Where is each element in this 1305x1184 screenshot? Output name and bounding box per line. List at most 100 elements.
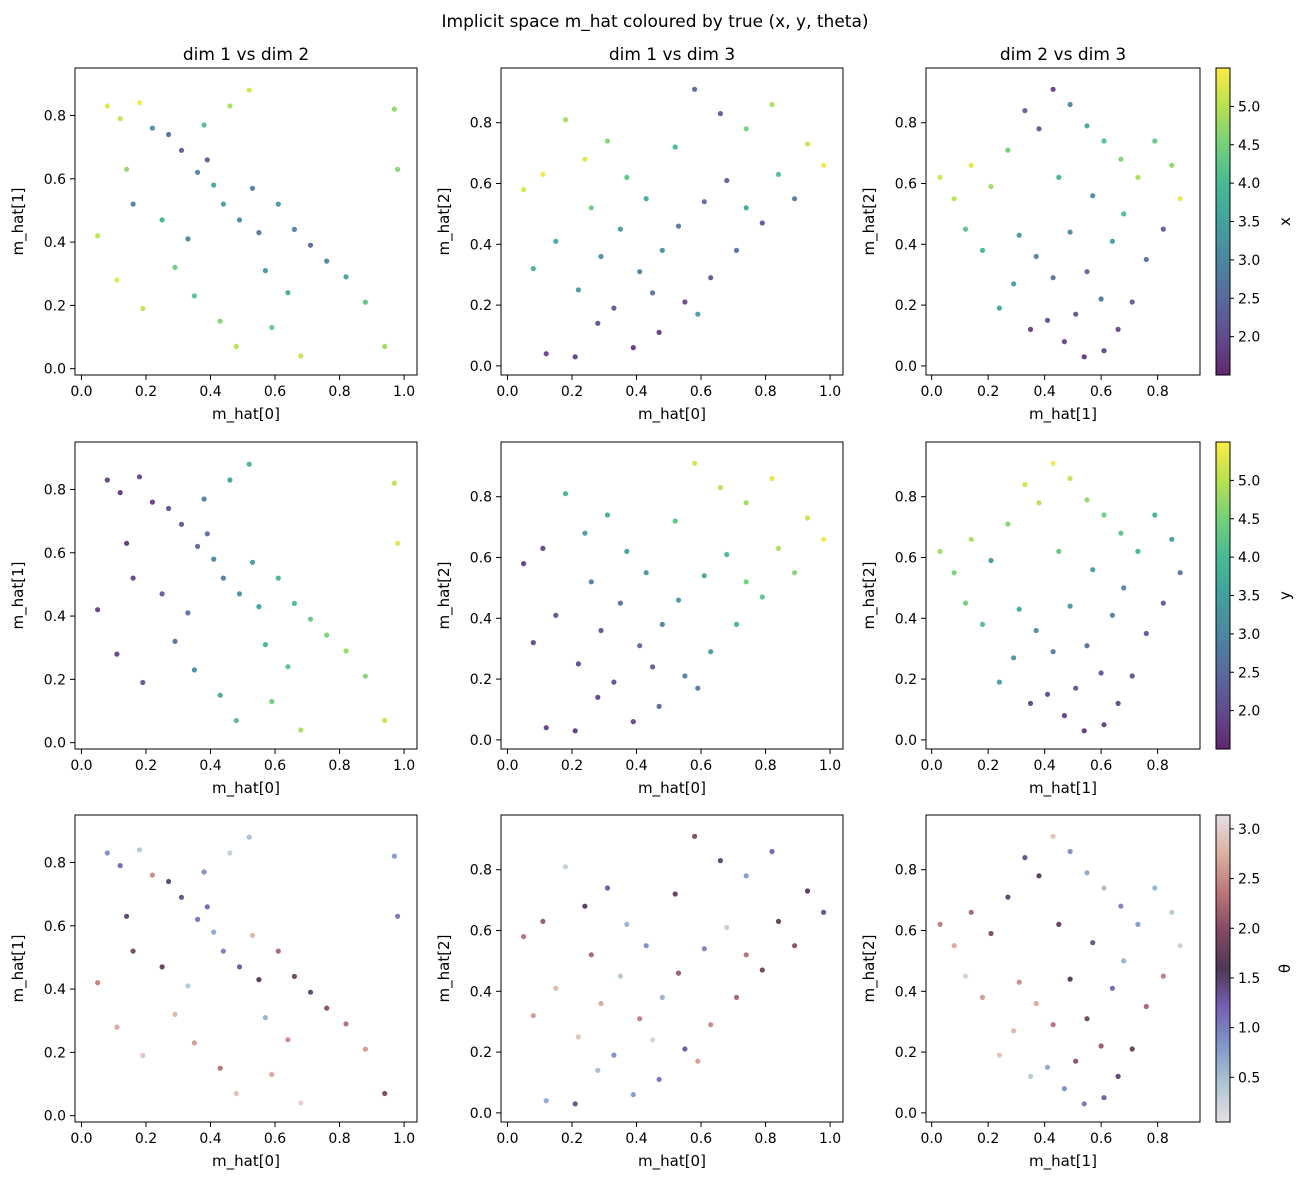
data-point [1067, 229, 1073, 235]
data-point [804, 515, 811, 521]
data-point [1061, 713, 1067, 719]
data-point [1084, 497, 1090, 503]
y-axis-label: m_hat[2] [860, 562, 879, 630]
x-tick-label: 0.6 [1090, 758, 1112, 774]
scatter-panel-7: 0.0 0.2 0.4 0.6 0.8 1.0 0.0 0.2 0.4 0.6 0.8 m_hat[0… [9, 814, 418, 1171]
data-point [324, 1005, 330, 1011]
data-point [769, 848, 775, 855]
data-point [159, 217, 165, 223]
data-point [275, 575, 281, 581]
data-point [1022, 482, 1028, 488]
data-point [604, 512, 611, 518]
x-axis-label: m_hat[0] [638, 779, 706, 798]
data-point [1135, 174, 1141, 180]
scatter-panel-1: 0.0 0.2 0.4 0.6 0.8 1.0 0.0 0.2 0.4 0.6 0.8 m_hat[0… [9, 45, 418, 424]
data-point [1101, 348, 1107, 354]
scatter-panel-4: 0.0 0.2 0.4 0.6 0.8 1.0 0.0 0.2 0.4 0.6 0.8 m_hat[0… [9, 441, 418, 798]
data-point [968, 536, 974, 542]
y-tick-label: 0.0 [470, 359, 492, 375]
data-point [1067, 848, 1073, 855]
data-point [124, 540, 130, 546]
data-point [362, 1046, 368, 1052]
data-point [1016, 606, 1022, 612]
data-point [624, 174, 630, 180]
data-point [804, 888, 811, 894]
data-point [637, 643, 643, 649]
data-point [733, 247, 740, 253]
x-axis-label: m_hat[1] [1029, 1152, 1097, 1171]
data-point [382, 1090, 388, 1097]
y-tick-label: 0.2 [895, 672, 917, 688]
y-tick-label: 0.4 [44, 235, 66, 251]
data-point [637, 269, 643, 275]
data-point [769, 475, 775, 482]
data-point [1067, 603, 1073, 609]
y-axis-label: m_hat[2] [435, 562, 454, 630]
data-point [962, 973, 969, 979]
axes-frame [500, 441, 844, 750]
y-tick-label: 0.2 [895, 1045, 917, 1061]
data-point [521, 934, 527, 940]
x-tick-label: 0.8 [1146, 758, 1168, 774]
data-point [233, 1090, 239, 1097]
data-point [624, 921, 630, 928]
colorbar-2: 2.0 2.5 3.0 3.5 4.0 4.5 5.0 y [1215, 441, 1294, 750]
data-point [530, 1013, 536, 1019]
y-tick-label: 0.4 [895, 611, 917, 627]
data-point [582, 156, 588, 162]
data-point [195, 169, 201, 175]
data-point [204, 531, 210, 537]
data-point [598, 253, 604, 260]
data-point [672, 144, 678, 150]
colorbar-tick-label: 4.5 [1238, 138, 1260, 154]
data-point [227, 850, 233, 856]
data-point [343, 274, 349, 280]
data-point [1005, 521, 1011, 527]
data-point [708, 275, 714, 281]
data-point [236, 217, 243, 223]
y-tick-label: 0.6 [44, 546, 66, 562]
data-point [1036, 500, 1042, 506]
x-tick-label: 0.8 [754, 758, 776, 774]
data-point [307, 989, 314, 995]
x-tick-label: 0.6 [690, 1131, 712, 1147]
data-point [249, 185, 256, 191]
data-point [217, 692, 223, 698]
data-point [743, 579, 749, 585]
colorbar-label: y [1276, 591, 1294, 600]
x-tick-label: 0.8 [328, 1131, 350, 1147]
data-point [1143, 630, 1149, 637]
data-point [1152, 885, 1158, 891]
x-tick-label: 0.0 [70, 1131, 92, 1147]
x-tick-label: 0.2 [561, 384, 583, 400]
figure-suptitle: Implicit space m_hat coloured by true (x… [442, 12, 869, 32]
data-point [1033, 1000, 1039, 1007]
scatter-panel-6: 0.0 0.2 0.4 0.6 0.8 0.0 0.2 0.4 0.6 0.8 m_hat[1] m_… [860, 441, 1201, 798]
x-axis-label: m_hat[0] [638, 1152, 706, 1171]
data-point [656, 1076, 662, 1082]
data-point [185, 983, 191, 989]
colorbar-tick-label: 2.0 [1238, 704, 1260, 720]
data-point [124, 166, 130, 172]
data-point [1005, 147, 1011, 153]
panel-title: dim 1 vs dim 3 [609, 45, 735, 65]
y-tick-label: 0.8 [895, 116, 917, 132]
colorbar-tick-label: 4.0 [1238, 176, 1260, 192]
data-point [792, 196, 798, 202]
data-point [298, 353, 304, 359]
data-point [1177, 196, 1183, 202]
data-point [821, 162, 827, 168]
data-point [1044, 691, 1051, 697]
data-point [1022, 855, 1028, 861]
data-point [1101, 512, 1107, 518]
data-point [643, 196, 649, 202]
data-point [1067, 475, 1073, 482]
data-point [598, 1000, 604, 1007]
data-point [130, 575, 136, 581]
data-point [1084, 870, 1090, 876]
y-tick-label: 0.2 [470, 298, 492, 314]
colorbar-gradient [1215, 441, 1231, 750]
data-point [701, 199, 707, 205]
data-point [1177, 943, 1183, 949]
